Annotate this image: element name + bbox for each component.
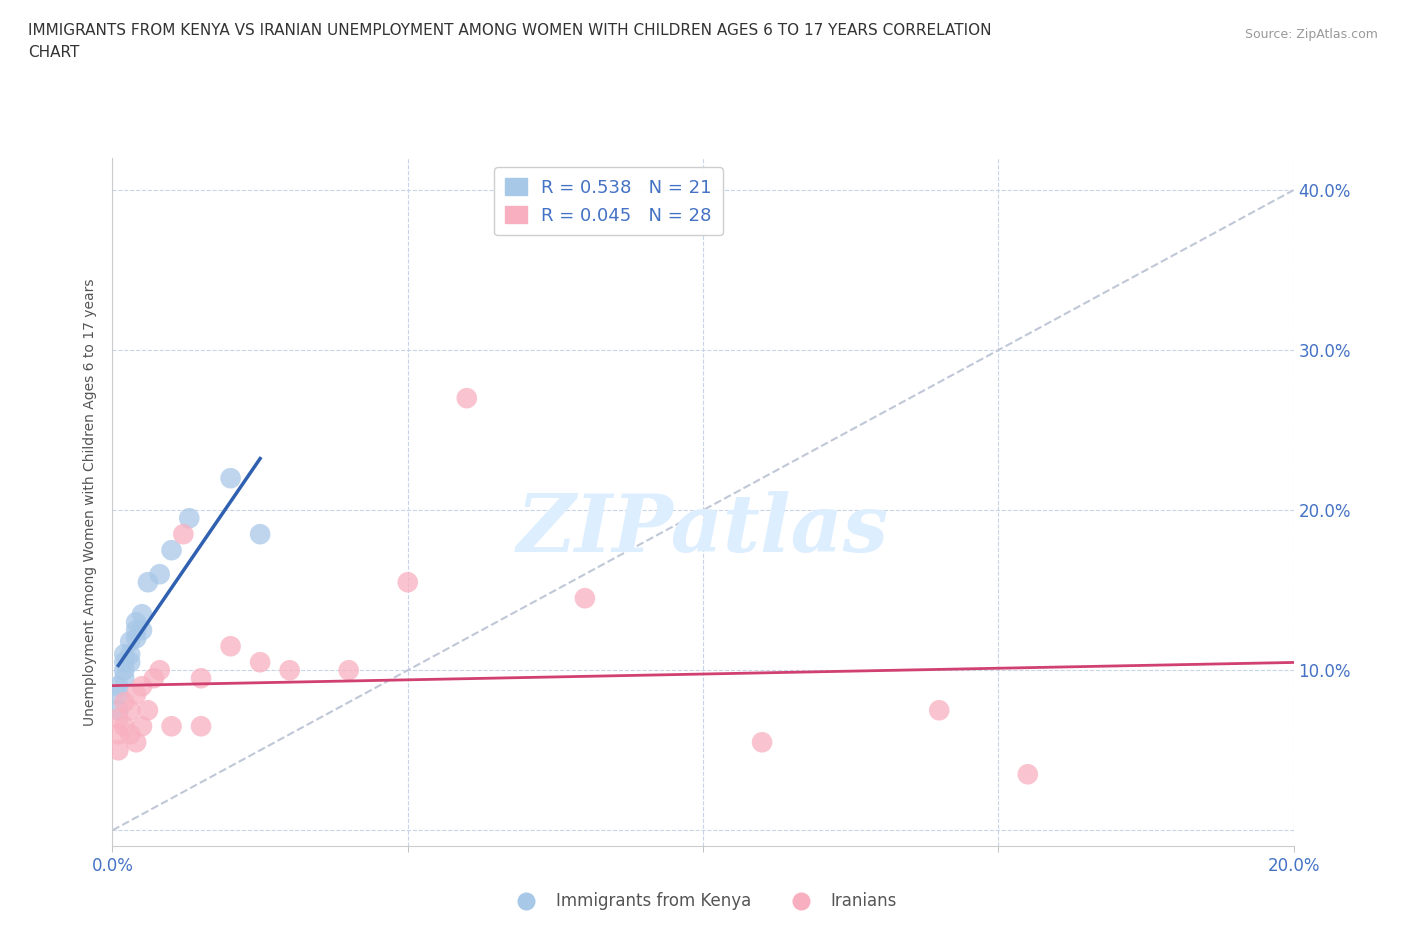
- Text: ZIPatlas: ZIPatlas: [517, 491, 889, 568]
- Point: [131, 623, 153, 638]
- Legend: R = 0.538   N = 21, R = 0.045   N = 28: R = 0.538 N = 21, R = 0.045 N = 28: [495, 167, 723, 235]
- Point: [928, 703, 950, 718]
- Point: [112, 655, 135, 670]
- Point: [120, 727, 142, 742]
- Point: [120, 646, 142, 661]
- Point: [112, 719, 135, 734]
- Point: [120, 655, 142, 670]
- Text: Source: ZipAtlas.com: Source: ZipAtlas.com: [1244, 28, 1378, 41]
- Point: [125, 687, 148, 702]
- Point: [179, 511, 201, 525]
- Point: [125, 735, 148, 750]
- Point: [160, 719, 183, 734]
- Point: [131, 606, 153, 621]
- Point: [107, 743, 129, 758]
- Point: [131, 679, 153, 694]
- Point: [120, 703, 142, 718]
- Point: [125, 631, 148, 645]
- Y-axis label: Unemployment Among Women with Children Ages 6 to 17 years: Unemployment Among Women with Children A…: [83, 278, 97, 726]
- Point: [125, 623, 148, 638]
- Point: [107, 687, 129, 702]
- Point: [142, 671, 165, 685]
- Point: [278, 663, 301, 678]
- Text: CHART: CHART: [28, 45, 80, 60]
- Point: [249, 655, 271, 670]
- Point: [107, 703, 129, 718]
- Point: [149, 663, 172, 678]
- Point: [112, 663, 135, 678]
- Legend: Immigrants from Kenya, Iranians: Immigrants from Kenya, Iranians: [502, 885, 904, 917]
- Text: IMMIGRANTS FROM KENYA VS IRANIAN UNEMPLOYMENT AMONG WOMEN WITH CHILDREN AGES 6 T: IMMIGRANTS FROM KENYA VS IRANIAN UNEMPLO…: [28, 23, 991, 38]
- Point: [112, 695, 135, 710]
- Point: [112, 646, 135, 661]
- Point: [1017, 767, 1039, 782]
- Point: [190, 671, 212, 685]
- Point: [107, 727, 129, 742]
- Point: [160, 543, 183, 558]
- Point: [190, 719, 212, 734]
- Point: [249, 526, 271, 541]
- Point: [574, 591, 596, 605]
- Point: [136, 575, 159, 590]
- Point: [131, 719, 153, 734]
- Point: [396, 575, 419, 590]
- Point: [751, 735, 773, 750]
- Point: [125, 615, 148, 630]
- Point: [136, 703, 159, 718]
- Point: [107, 679, 129, 694]
- Point: [456, 391, 478, 405]
- Point: [112, 671, 135, 685]
- Point: [149, 566, 172, 581]
- Point: [107, 711, 129, 725]
- Point: [172, 526, 194, 541]
- Point: [120, 634, 142, 649]
- Point: [219, 471, 242, 485]
- Point: [219, 639, 242, 654]
- Point: [337, 663, 360, 678]
